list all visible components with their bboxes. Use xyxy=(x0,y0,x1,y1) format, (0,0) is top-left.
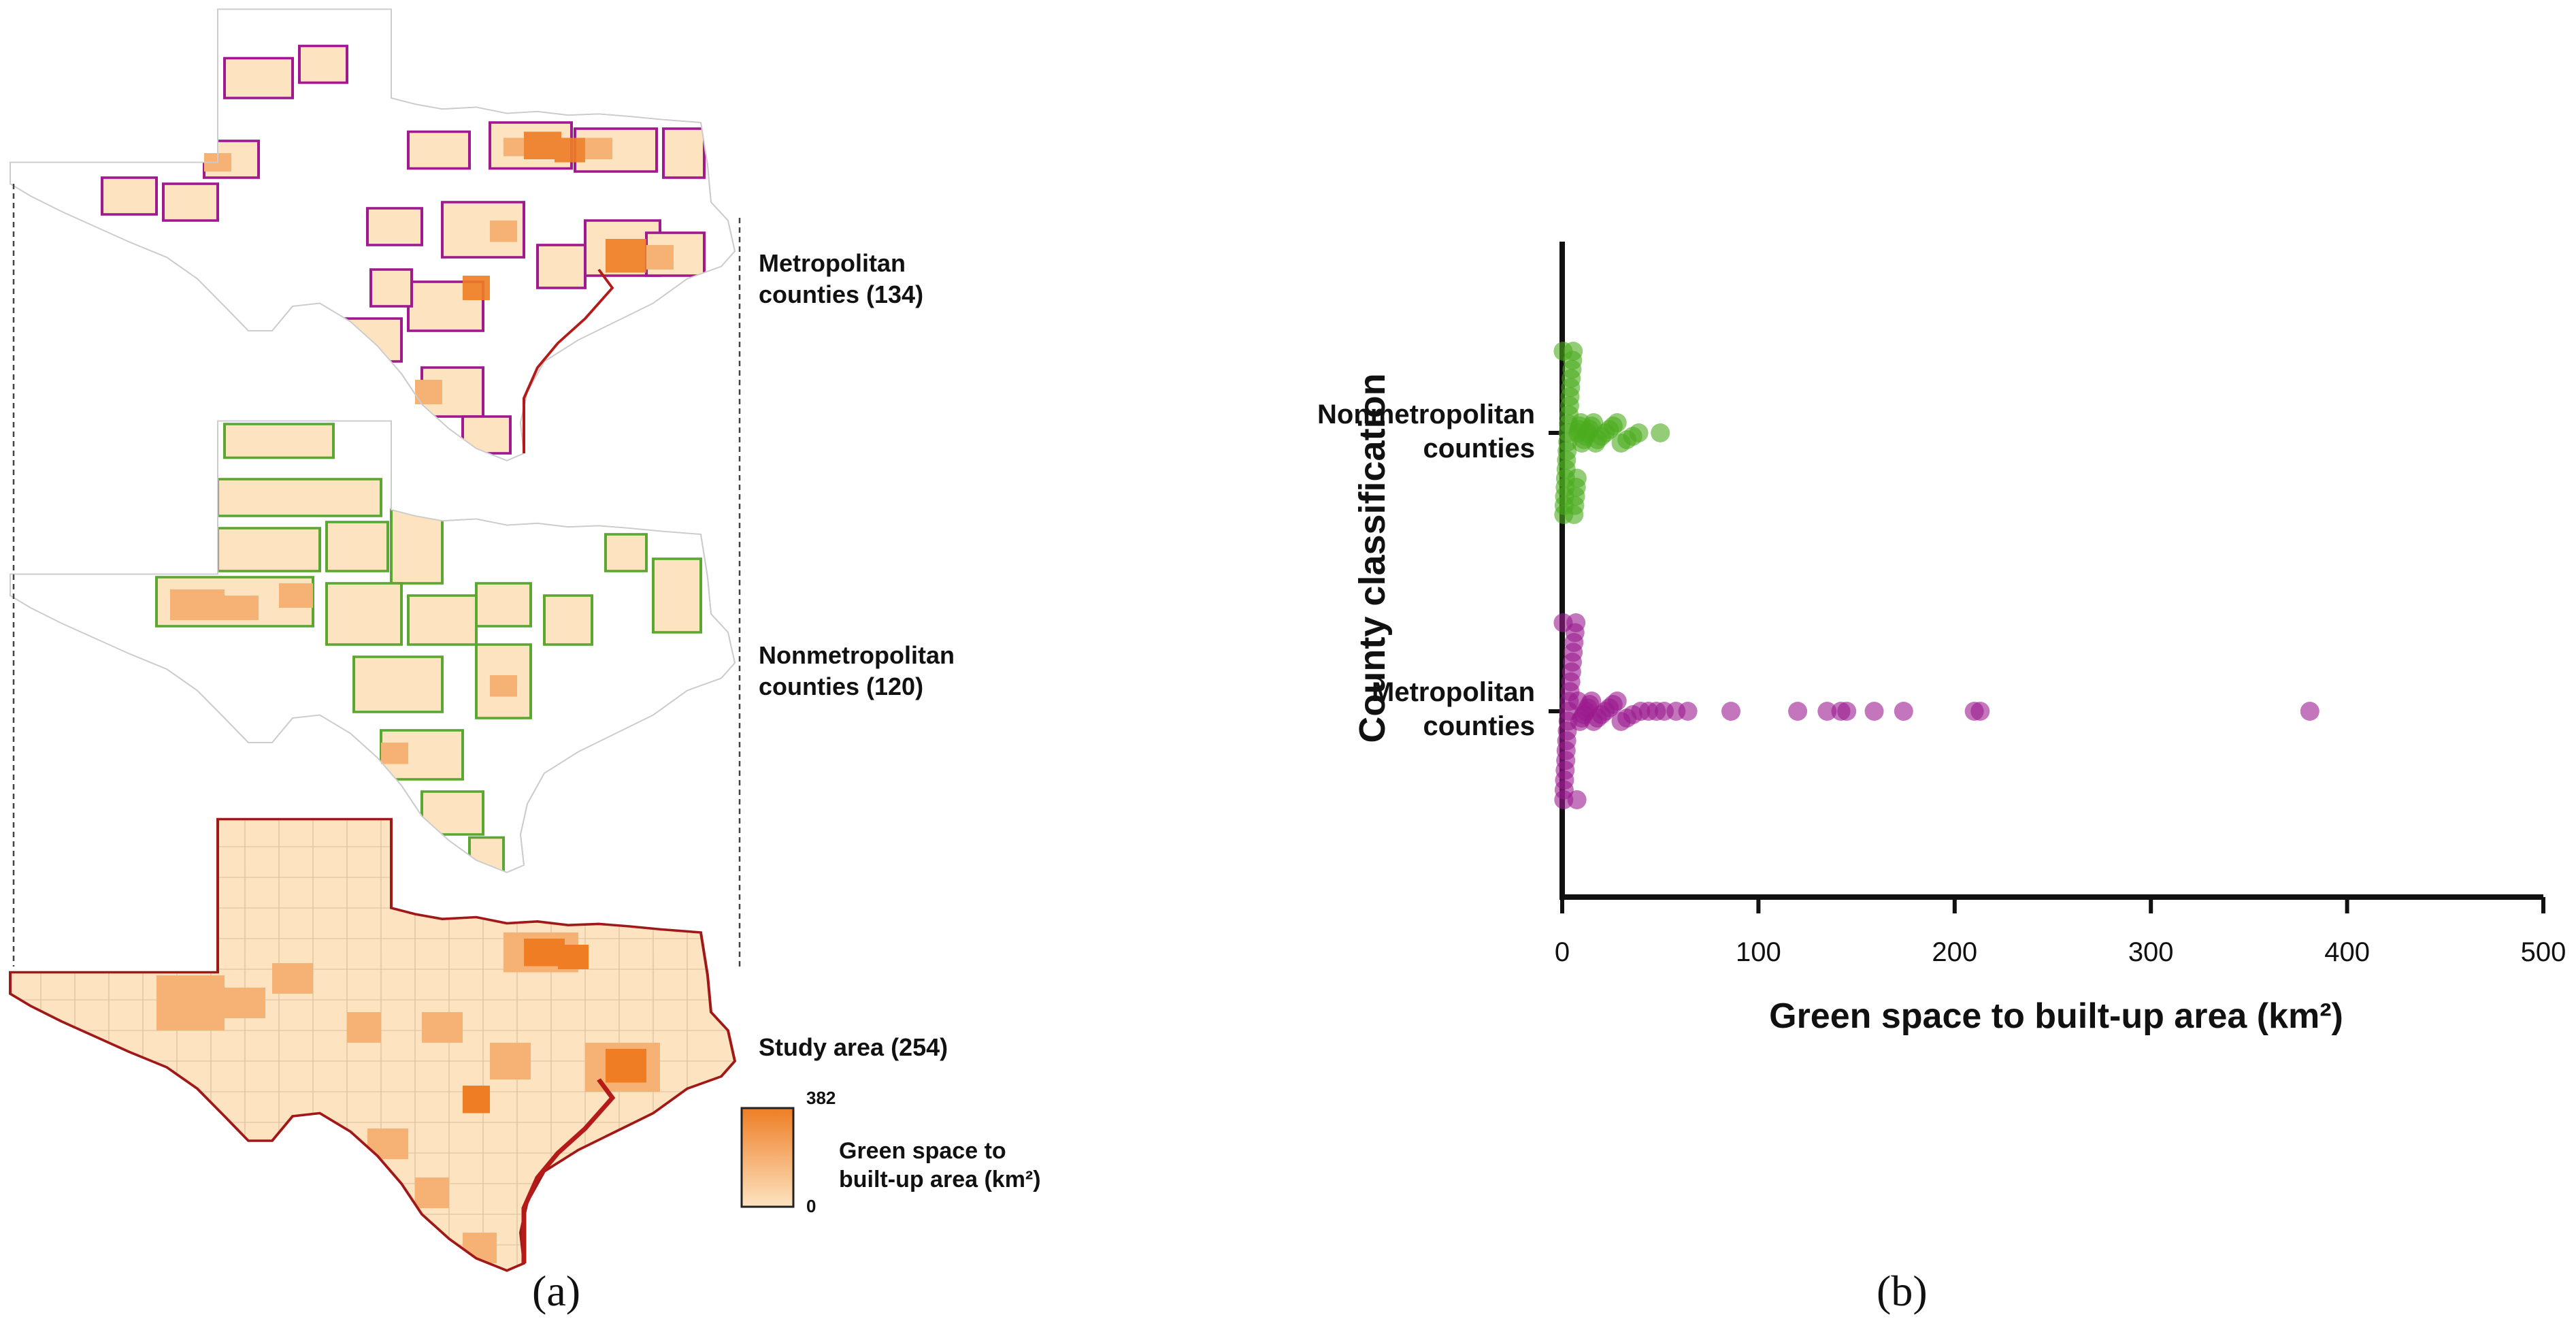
metro-data-point xyxy=(2300,702,2319,721)
metro-data-point xyxy=(1970,702,1990,721)
legend-colorbar xyxy=(740,1107,795,1208)
study-map xyxy=(9,817,736,1272)
x-axis-title: Green space to built-up area (km²) xyxy=(1769,996,2343,1036)
nonmetro-data-point xyxy=(1607,413,1627,432)
legend-max: 382 xyxy=(806,1088,836,1108)
panel-a-maps xyxy=(9,8,795,1272)
nonmetro-label-line1: Nonmetropolitan xyxy=(759,641,955,669)
metro-map xyxy=(10,8,736,461)
metro-label-line2: counties (134) xyxy=(759,280,924,308)
y-category-label-metro-line2: counties xyxy=(1423,711,1535,741)
legend-title-line1: Green space to xyxy=(839,1138,1006,1164)
metro-data-point xyxy=(1894,702,1913,721)
x-tick-label: 500 xyxy=(2521,937,2566,967)
legend-min: 0 xyxy=(806,1196,816,1216)
x-tick-label: 300 xyxy=(2128,937,2174,967)
legend-title: Green space to built-up area (km²) xyxy=(839,1137,1041,1194)
metro-data-point xyxy=(1582,692,1602,711)
x-tick-label: 400 xyxy=(2324,937,2370,967)
y-axis-title: County classification xyxy=(1352,373,1393,743)
panel-a-label: (a) xyxy=(532,1267,581,1315)
nonmetro-data-point xyxy=(1564,342,1583,361)
metro-data-point xyxy=(1837,702,1857,721)
y-category-label-nonmetro-line2: counties xyxy=(1423,434,1535,464)
y-category-label-nonmetro-line1: Nonmetropolitan xyxy=(1317,400,1535,429)
metro-data-point xyxy=(1864,702,1884,721)
panel-b-label: (b) xyxy=(1877,1267,1928,1315)
panel-b-chart: Nonmetropolitan counties Metropolitan co… xyxy=(1317,242,2566,1036)
study-label-line1: Study area (254) xyxy=(759,1033,948,1061)
metro-data-point xyxy=(1817,702,1837,721)
x-ticks: 0 100 200 300 400 500 xyxy=(1555,897,2566,967)
legend-title-line2: built-up area (km²) xyxy=(839,1167,1041,1192)
nonmetro-data-point xyxy=(1567,468,1587,488)
data-points xyxy=(1553,342,2319,809)
metro-data-point xyxy=(1607,692,1627,711)
metro-data-point xyxy=(1678,702,1698,721)
metro-data-point xyxy=(1566,613,1586,632)
metro-data-point xyxy=(1721,702,1741,721)
metro-label: Metropolitan counties (134) xyxy=(759,248,923,310)
study-label: Study area (254) xyxy=(759,1032,948,1063)
x-tick-label: 100 xyxy=(1736,937,1781,967)
nonmetro-data-point xyxy=(1651,423,1670,442)
metro-label-line1: Metropolitan xyxy=(759,249,906,277)
nonmetro-label-line2: counties (120) xyxy=(759,672,924,700)
nonmetro-data-point xyxy=(1629,423,1649,442)
y-category-label-metro-line1: Metropolitan xyxy=(1372,677,1535,707)
nonmetro-map xyxy=(10,420,736,873)
x-tick-label: 0 xyxy=(1555,937,1570,967)
metro-data-point xyxy=(1567,790,1587,809)
metro-data-point xyxy=(1788,702,1808,721)
x-tick-label: 200 xyxy=(1932,937,1977,967)
nonmetro-label: Nonmetropolitan counties (120) xyxy=(759,640,955,702)
